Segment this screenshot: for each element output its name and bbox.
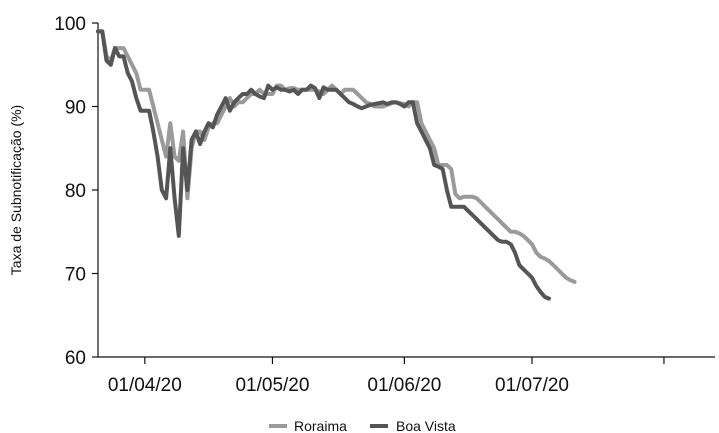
y-tick-label: 80 [65,181,86,202]
x-tick-label: 01/05/20 [235,375,309,396]
series-layer [96,29,577,301]
legend-label-boa-vista: Boa Vista [396,418,456,433]
y-tick-label: 90 [65,98,86,119]
y-ticks: 60 70 80 90 100 [54,14,98,369]
series-line-boa-vista [96,29,551,301]
x-tick-label: 01/06/20 [367,375,441,396]
x-tick-label: 01/04/20 [108,375,182,396]
legend-item-boa-vista: Boa Vista [370,418,456,433]
x-ticks: 01/04/20 01/05/20 01/06/20 01/07/20 [108,357,665,396]
y-tick-label: 70 [65,265,86,286]
y-tick-label: 100 [54,14,86,35]
legend-item-roraima: Roraima [269,418,347,433]
y-tick-label: 60 [65,348,86,369]
legend-label-roraima: Roraima [294,418,347,433]
x-tick-label: 01/07/20 [495,375,569,396]
legend: Roraima Boa Vista [269,418,456,433]
y-axis-title: Taxa de Subnotificação (%) [8,105,24,275]
